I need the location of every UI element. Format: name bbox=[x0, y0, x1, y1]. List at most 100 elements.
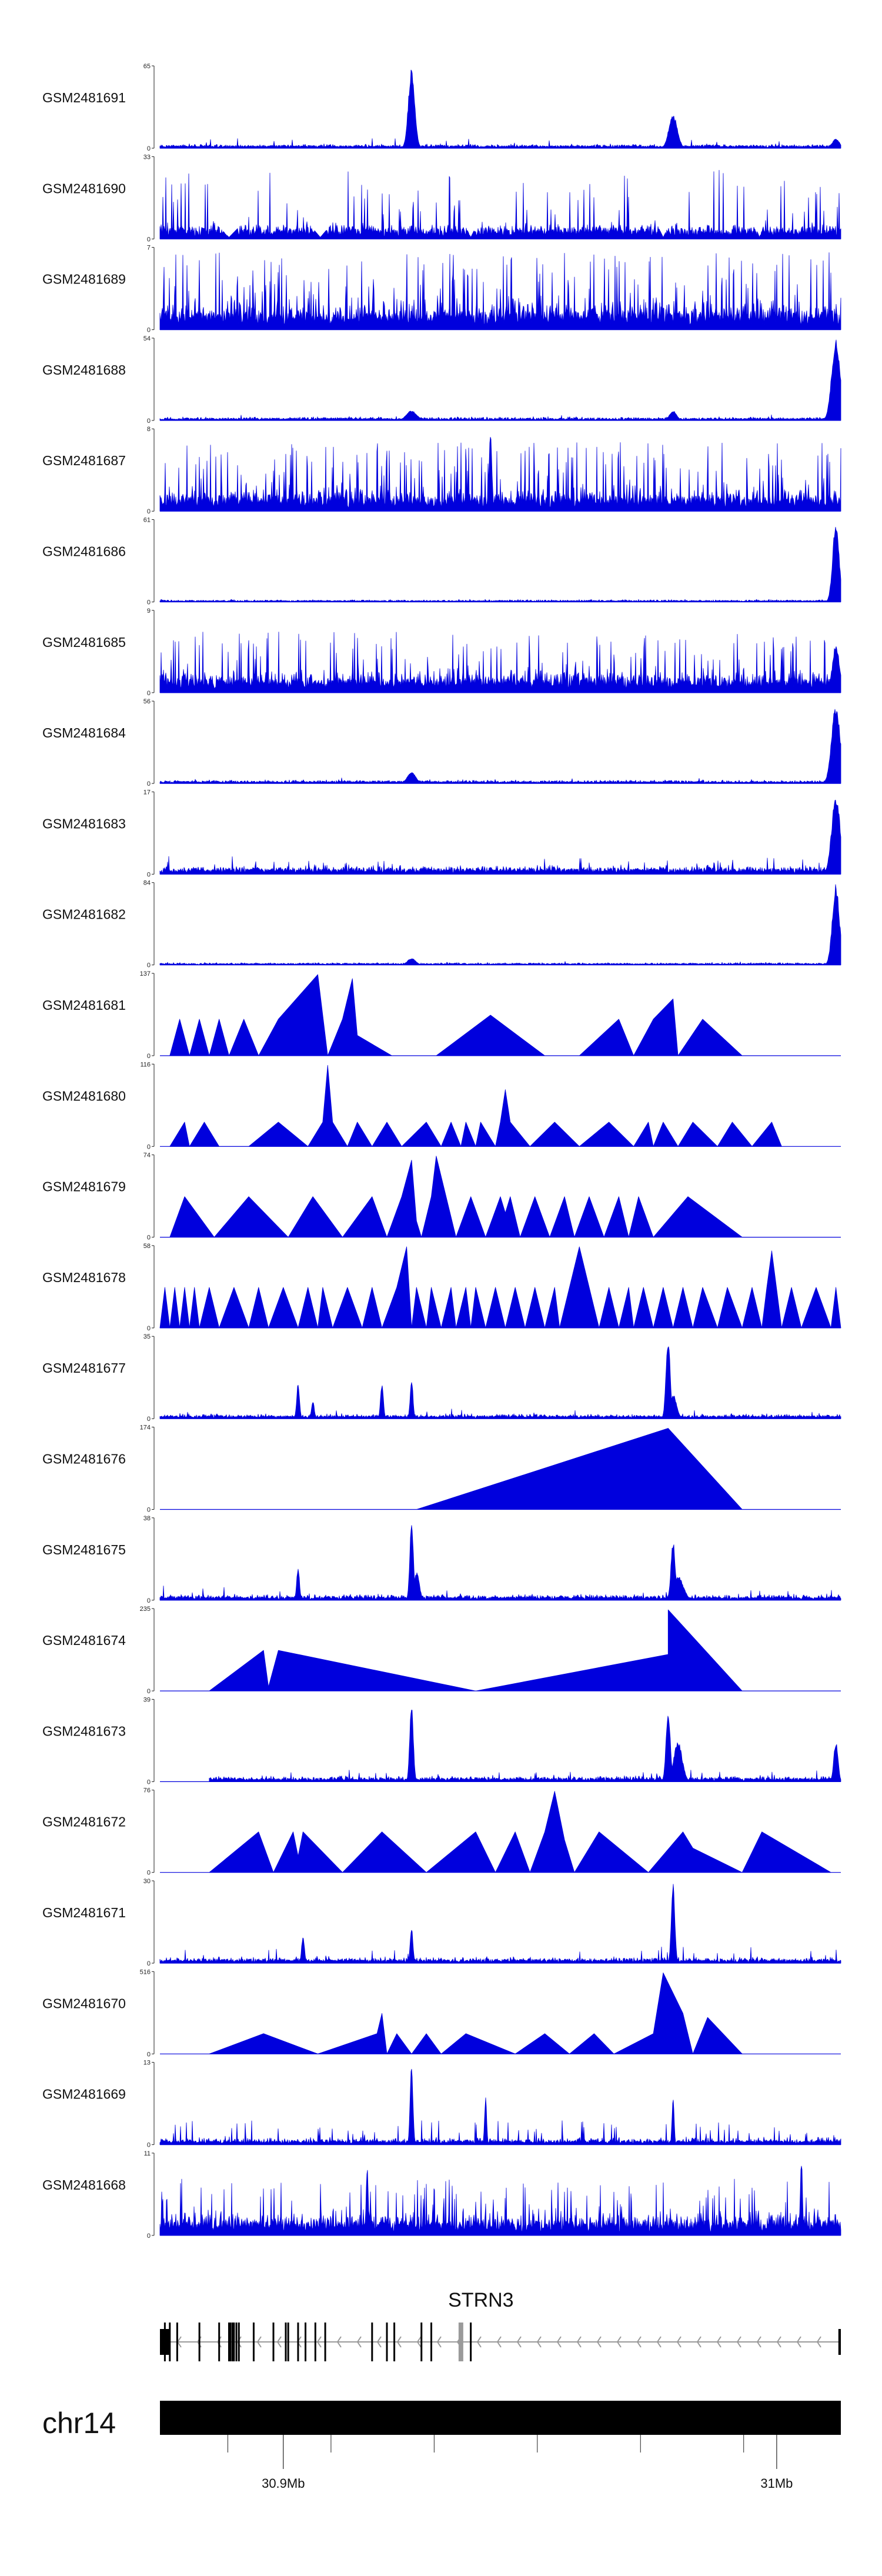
exon bbox=[430, 2323, 433, 2361]
y-min-label: 0 bbox=[147, 145, 151, 152]
track-GSM2481684: GSM2481684 56 0 bbox=[42, 698, 841, 788]
exon bbox=[252, 2323, 255, 2361]
chevron bbox=[236, 2336, 242, 2348]
track-label: GSM2481669 bbox=[42, 2087, 126, 2102]
track-label: GSM2481676 bbox=[42, 1451, 126, 1467]
y-max-label: 174 bbox=[140, 1424, 151, 1432]
y-max-label: 30 bbox=[143, 1878, 151, 1885]
exon bbox=[235, 2323, 238, 2361]
track-GSM2481669: GSM2481669 13 0 bbox=[42, 2060, 841, 2149]
track-GSM2481690: GSM2481690 33 0 bbox=[42, 154, 841, 243]
chevron bbox=[356, 2336, 362, 2348]
track-label: GSM2481687 bbox=[42, 453, 126, 468]
y-max-label: 13 bbox=[143, 2060, 151, 2067]
track-GSM2481674: GSM2481674 235 0 bbox=[42, 1606, 841, 1695]
signal-area bbox=[416, 1428, 743, 1510]
y-max-label: 54 bbox=[143, 335, 151, 342]
exon bbox=[163, 2323, 166, 2361]
track-label: GSM2481673 bbox=[42, 1723, 126, 1739]
exon bbox=[229, 2323, 232, 2361]
track-GSM2481673: GSM2481673 39 0 bbox=[42, 1696, 841, 1786]
y-min-label: 0 bbox=[147, 1325, 151, 1332]
chromosome-label: chr14 bbox=[42, 2407, 116, 2440]
exon bbox=[470, 2323, 472, 2361]
track-GSM2481685: GSM2481685 9 0 bbox=[42, 608, 841, 697]
exon bbox=[371, 2323, 373, 2361]
chevron bbox=[656, 2336, 662, 2348]
track-GSM2481675: GSM2481675 38 0 bbox=[42, 1515, 841, 1604]
y-max-label: 61 bbox=[143, 517, 151, 524]
track-GSM2481688: GSM2481688 54 0 bbox=[42, 335, 841, 425]
gene-track: STRN3 bbox=[160, 2289, 841, 2361]
signal-area bbox=[159, 709, 841, 784]
exon bbox=[287, 2323, 289, 2361]
track-label: GSM2481688 bbox=[42, 362, 126, 378]
track-GSM2481687: GSM2481687 8 0 bbox=[42, 426, 841, 515]
signal-area bbox=[159, 69, 841, 149]
chevron bbox=[276, 2336, 282, 2348]
signal-area bbox=[169, 1156, 743, 1237]
exon bbox=[198, 2323, 201, 2361]
exon bbox=[272, 2323, 275, 2361]
y-max-label: 8 bbox=[147, 426, 151, 433]
y-min-label: 0 bbox=[147, 1778, 151, 1786]
track-GSM2481671: GSM2481671 30 0 bbox=[42, 1878, 841, 1967]
signal-area bbox=[159, 1246, 841, 1329]
chevron bbox=[316, 2336, 322, 2348]
ideogram-bar bbox=[160, 2401, 841, 2435]
chevron bbox=[256, 2336, 262, 2348]
chevron bbox=[396, 2336, 402, 2348]
chevron bbox=[596, 2336, 602, 2348]
y-max-label: 38 bbox=[143, 1515, 151, 1522]
signal-area bbox=[159, 252, 841, 330]
y-max-label: 58 bbox=[143, 1243, 151, 1250]
track-label: GSM2481678 bbox=[42, 1270, 126, 1285]
y-max-label: 35 bbox=[143, 1333, 151, 1340]
track-GSM2481691: GSM2481691 65 0 bbox=[42, 63, 841, 152]
signal-area bbox=[209, 1710, 841, 1782]
y-min-label: 0 bbox=[147, 780, 151, 788]
y-max-label: 33 bbox=[143, 154, 151, 161]
track-GSM2481677: GSM2481677 35 0 bbox=[42, 1333, 841, 1423]
y-min-label: 0 bbox=[147, 1053, 151, 1060]
y-min-label: 0 bbox=[147, 871, 151, 878]
track-label: GSM2481684 bbox=[42, 725, 126, 740]
track-label: GSM2481668 bbox=[42, 2177, 126, 2193]
chevron bbox=[636, 2336, 642, 2348]
signal-area bbox=[169, 1065, 782, 1147]
exon bbox=[228, 2323, 230, 2361]
y-max-label: 17 bbox=[143, 789, 151, 796]
chevron bbox=[476, 2336, 482, 2348]
track-label: GSM2481685 bbox=[42, 635, 126, 650]
utr-block bbox=[838, 2329, 841, 2355]
track-label: GSM2481672 bbox=[42, 1814, 126, 1830]
y-max-label: 11 bbox=[144, 2150, 151, 2157]
exon bbox=[314, 2323, 316, 2361]
chevron bbox=[556, 2336, 562, 2348]
chevron bbox=[716, 2336, 721, 2348]
chevron bbox=[756, 2336, 761, 2348]
exon bbox=[305, 2323, 307, 2361]
track-label: GSM2481677 bbox=[42, 1360, 126, 1376]
signal-area bbox=[159, 884, 841, 966]
track-label: GSM2481680 bbox=[42, 1088, 126, 1103]
y-min-label: 0 bbox=[147, 2142, 151, 2149]
signal-area bbox=[159, 2068, 841, 2145]
signal-tracks: GSM2481691650GSM2481690330GSM248168970GS… bbox=[42, 63, 841, 2240]
track-GSM2481670: GSM2481670 516 0 bbox=[42, 1968, 841, 2058]
y-max-label: 137 bbox=[140, 970, 151, 977]
y-max-label: 9 bbox=[147, 608, 151, 615]
y-max-label: 74 bbox=[143, 1152, 151, 1159]
y-max-label: 84 bbox=[143, 880, 151, 887]
track-label: GSM2481682 bbox=[42, 907, 126, 922]
y-max-label: 235 bbox=[140, 1606, 151, 1613]
track-label: GSM2481674 bbox=[42, 1633, 126, 1648]
gene-exons bbox=[160, 2323, 841, 2361]
exon bbox=[238, 2323, 240, 2361]
signal-area bbox=[159, 170, 841, 239]
y-min-label: 0 bbox=[147, 508, 151, 515]
chevron bbox=[416, 2336, 422, 2348]
track-label: GSM2481670 bbox=[42, 1996, 126, 2011]
x-tick-label: 31Mb bbox=[760, 2476, 793, 2491]
